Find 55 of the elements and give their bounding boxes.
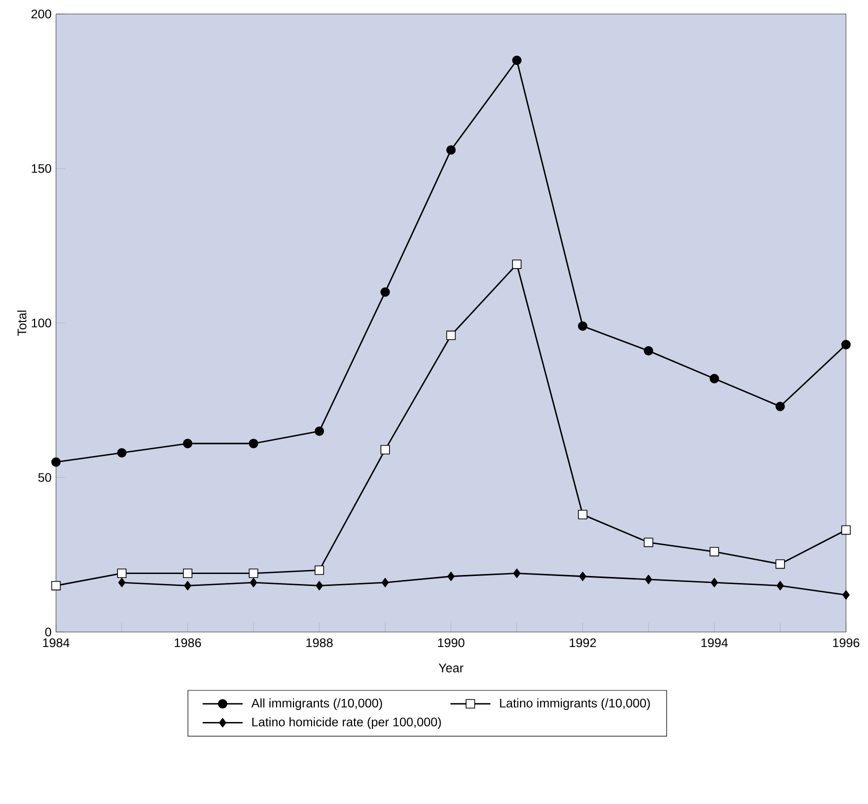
point — [380, 287, 390, 297]
point — [775, 402, 785, 412]
point — [118, 578, 126, 588]
x-tick-label: 1996 — [833, 638, 860, 648]
point — [182, 568, 192, 578]
point — [710, 546, 720, 556]
y-tick-label: 100 — [32, 318, 52, 328]
x-tick-label: 1984 — [43, 638, 70, 648]
y-tick-label: 150 — [32, 164, 52, 173]
point — [842, 590, 850, 600]
legend-label: Latino immigrants (/10,000) — [500, 698, 650, 710]
point — [314, 566, 324, 575]
point — [776, 580, 784, 590]
x-tick-label: 1994 — [701, 638, 728, 648]
x-axis-title: Year — [438, 664, 464, 672]
point — [775, 559, 785, 569]
y-axis-title: Total — [17, 310, 26, 336]
point — [248, 438, 258, 448]
point — [184, 580, 192, 590]
point — [841, 340, 851, 350]
legend-label: All immigrants (/10,000) — [251, 698, 382, 710]
x-tick-label: 1992 — [570, 638, 596, 648]
point — [644, 574, 652, 584]
point — [316, 580, 323, 590]
point — [578, 510, 588, 520]
point — [117, 448, 127, 458]
point — [314, 426, 324, 436]
y-tick-label: 50 — [38, 473, 52, 482]
point — [250, 578, 258, 588]
x-tick-label: 1990 — [438, 638, 464, 648]
y-tick-label: 200 — [31, 10, 52, 18]
x-tick-label: 1988 — [306, 638, 333, 648]
point — [51, 457, 61, 467]
point — [380, 444, 390, 454]
point — [248, 568, 258, 578]
y-tick-label: 0 — [45, 628, 52, 636]
point — [578, 321, 588, 331]
point — [51, 580, 61, 590]
point — [644, 538, 654, 548]
point — [382, 578, 389, 588]
point — [644, 346, 654, 356]
point — [710, 374, 720, 384]
point — [117, 568, 127, 578]
point — [841, 525, 851, 535]
point — [182, 438, 192, 448]
x-tick-label: 1986 — [174, 638, 201, 648]
point — [710, 578, 718, 588]
point — [447, 572, 455, 582]
point — [446, 145, 456, 155]
legend-label: Latino homicide rate (per 100,000) — [252, 717, 441, 729]
point — [579, 572, 586, 582]
point — [512, 260, 522, 269]
point — [446, 330, 456, 340]
point — [513, 568, 520, 578]
point — [512, 56, 522, 66]
